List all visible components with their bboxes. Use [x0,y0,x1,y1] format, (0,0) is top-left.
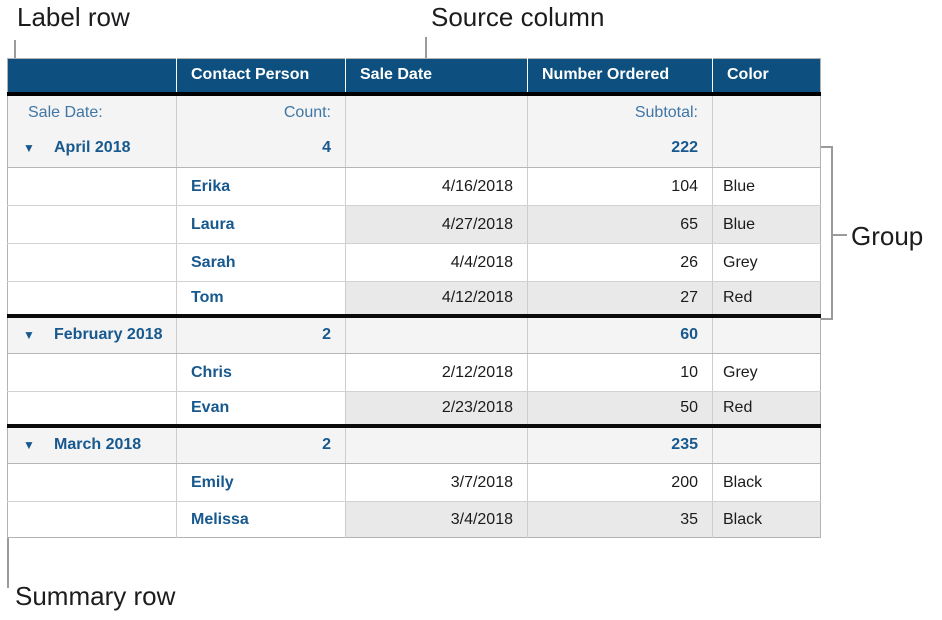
empty-cell[interactable] [712,315,821,354]
label-row: Sale Date: Count: Subtotal: [7,93,821,130]
data-row: Evan 2/23/2018 50 Red [7,391,821,428]
color-cell[interactable]: Black [712,463,821,502]
categorized-table: Contact Person Sale Date Number Ordered … [7,58,821,538]
disclosure-triangle-icon[interactable]: ▼ [23,438,35,453]
empty-cell[interactable] [712,425,821,464]
sale-date-cell[interactable]: 4/12/2018 [345,281,528,318]
sale-date-cell[interactable]: 3/4/2018 [345,501,528,538]
header-cell-contact-person[interactable]: Contact Person [176,58,346,96]
color-cell[interactable]: Grey [712,353,821,392]
sale-date-cell[interactable]: 4/27/2018 [345,205,528,244]
empty-cell[interactable] [7,281,177,318]
number-ordered-cell[interactable]: 104 [527,167,713,206]
data-row: Sarah 4/4/2018 26 Grey [7,243,821,282]
color-cell[interactable]: Black [712,501,821,538]
number-ordered-cell[interactable]: 65 [527,205,713,244]
group-name-label: February 2018 [54,326,163,344]
empty-cell[interactable] [7,243,177,282]
data-row: Chris 2/12/2018 10 Grey [7,353,821,392]
data-row: Melissa 3/4/2018 35 Black [7,501,821,538]
empty-cell[interactable] [7,391,177,428]
source-column-callout-text: Source column [431,2,605,32]
number-ordered-cell[interactable]: 35 [527,501,713,538]
disclosure-triangle-icon[interactable]: ▼ [23,328,35,343]
sale-date-cell[interactable]: 4/16/2018 [345,167,528,206]
sale-date-cell[interactable]: 2/12/2018 [345,353,528,392]
label-row-callout-text: Label row [17,2,130,32]
number-ordered-cell[interactable]: 10 [527,353,713,392]
group-callout-text: Group [851,221,924,251]
group-name-cell[interactable]: ▼ April 2018 [7,129,177,168]
data-row: Emily 3/7/2018 200 Black [7,463,821,502]
contact-cell[interactable]: Sarah [176,243,346,282]
data-row: Laura 4/27/2018 65 Blue [7,205,821,244]
data-row: Erika 4/16/2018 104 Blue [7,167,821,206]
contact-cell[interactable]: Laura [176,205,346,244]
header-cell-number-ordered[interactable]: Number Ordered [527,58,713,96]
group-count-cell[interactable]: 2 [176,425,346,464]
header-cell-blank[interactable] [7,58,177,96]
empty-cell[interactable] [345,425,528,464]
header-cell-color[interactable]: Color [712,58,821,96]
summary-row-february: ▼ February 2018 2 60 [7,315,821,354]
category-label-cell[interactable]: Sale Date: [7,93,177,130]
group-name-cell[interactable]: ▼ March 2018 [7,425,177,464]
contact-cell[interactable]: Melissa [176,501,346,538]
color-cell[interactable]: Blue [712,167,821,206]
sale-date-cell[interactable]: 3/7/2018 [345,463,528,502]
subtotal-label-cell[interactable]: Subtotal: [527,93,713,130]
group-name-label: April 2018 [54,139,131,157]
empty-cell[interactable] [7,463,177,502]
summary-row-april: ▼ April 2018 4 222 [7,129,821,168]
contact-cell[interactable]: Evan [176,391,346,428]
group-name-cell[interactable]: ▼ February 2018 [7,315,177,354]
source-column-callout-line [425,37,427,58]
header-cell-sale-date[interactable]: Sale Date [345,58,528,96]
color-cell[interactable]: Red [712,391,821,428]
empty-cell[interactable] [7,167,177,206]
count-label-cell[interactable]: Count: [176,93,346,130]
contact-cell[interactable]: Tom [176,281,346,318]
sale-date-cell[interactable]: 2/23/2018 [345,391,528,428]
number-ordered-cell[interactable]: 27 [527,281,713,318]
empty-cell[interactable] [7,353,177,392]
group-count-cell[interactable]: 2 [176,315,346,354]
number-ordered-cell[interactable]: 50 [527,391,713,428]
group-name-label: March 2018 [54,436,142,454]
group-callout-bracket [818,146,833,320]
summary-row-callout-text: Summary row [15,581,176,611]
number-ordered-cell[interactable]: 26 [527,243,713,282]
empty-cell[interactable] [345,93,528,130]
group-callout-tick [833,234,847,236]
number-ordered-cell[interactable]: 200 [527,463,713,502]
disclosure-triangle-icon[interactable]: ▼ [23,141,35,156]
group-subtotal-cell[interactable]: 222 [527,129,713,168]
empty-cell[interactable] [7,501,177,538]
color-cell[interactable]: Blue [712,205,821,244]
empty-cell[interactable] [712,129,821,168]
group-subtotal-cell[interactable]: 60 [527,315,713,354]
contact-cell[interactable]: Emily [176,463,346,502]
color-cell[interactable]: Red [712,281,821,318]
sale-date-cell[interactable]: 4/4/2018 [345,243,528,282]
group-count-cell[interactable]: 4 [176,129,346,168]
empty-cell[interactable] [345,129,528,168]
data-row: Tom 4/12/2018 27 Red [7,281,821,318]
empty-cell[interactable] [345,315,528,354]
empty-cell[interactable] [712,93,821,130]
empty-cell[interactable] [7,205,177,244]
color-cell[interactable]: Grey [712,243,821,282]
header-row: Contact Person Sale Date Number Ordered … [7,58,821,96]
summary-row-march: ▼ March 2018 2 235 [7,425,821,464]
contact-cell[interactable]: Chris [176,353,346,392]
group-subtotal-cell[interactable]: 235 [527,425,713,464]
contact-cell[interactable]: Erika [176,167,346,206]
